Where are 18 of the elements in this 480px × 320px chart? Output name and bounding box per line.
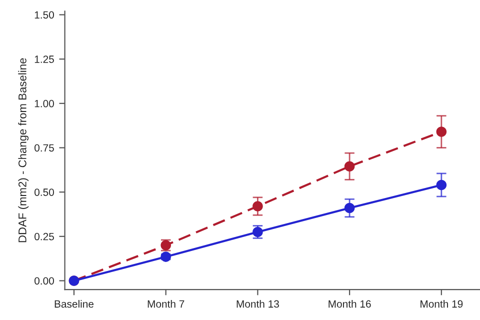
point: [436, 180, 447, 190]
y-tick-label: 0.25: [34, 232, 54, 240]
y-tick-label: 0.75: [34, 144, 54, 152]
y-axis-title: DDAF (mm2) - Change from Baseline: [18, 58, 29, 242]
point: [436, 126, 447, 137]
point: [344, 202, 355, 214]
x-tick-label: Month 13: [236, 300, 279, 308]
y-tick-label: 0.50: [34, 188, 54, 196]
x-tick-label: Month 7: [148, 300, 184, 308]
x-tick-label: Baseline: [54, 300, 94, 308]
y-tick-label: 1.50: [34, 11, 54, 19]
y-tick-label: 1.00: [34, 100, 54, 108]
x-tick-label: Month 16: [328, 300, 371, 308]
point: [344, 161, 355, 172]
point: [252, 201, 263, 212]
x-tick-label: Month 19: [420, 300, 463, 308]
y-tick-label: 1.25: [34, 56, 54, 63]
y-tick-label: 0.00: [34, 277, 54, 285]
